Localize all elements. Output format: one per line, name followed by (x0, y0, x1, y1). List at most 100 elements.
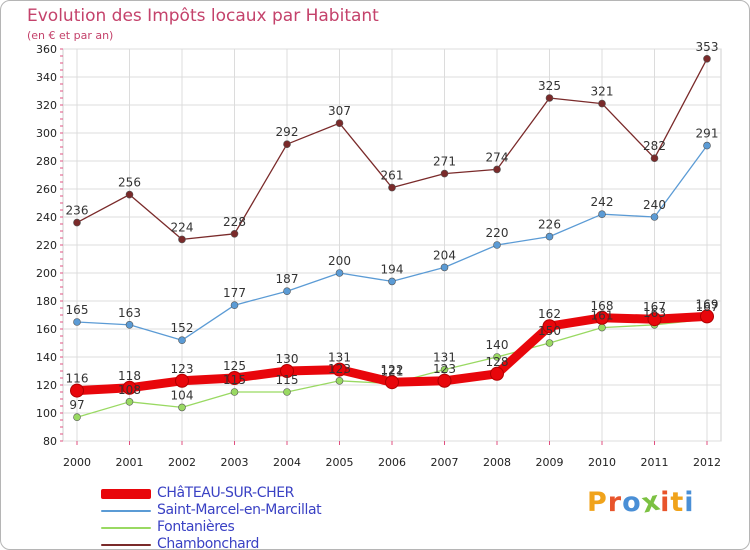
axis-layer: 80 100 120 140 160 180 200 220 240 260 280 300 320 34… (36, 43, 721, 469)
data-label: 228 (223, 215, 246, 229)
x-tick-label: 2008 (483, 456, 511, 469)
data-label: 256 (118, 176, 141, 190)
data-label: 226 (538, 218, 561, 232)
data-point (388, 277, 396, 286)
data-point (385, 375, 399, 390)
data-label: 130 (276, 352, 299, 366)
legend-swatch (101, 488, 151, 499)
data-label: 242 (591, 195, 614, 209)
data-label: 204 (433, 248, 456, 262)
data-label: 118 (118, 369, 141, 383)
data-label: 163 (118, 306, 141, 320)
data-label: 123 (171, 362, 194, 376)
data-label: 165 (66, 303, 89, 317)
x-tick-label: 2002 (168, 456, 196, 469)
data-point (493, 353, 501, 361)
data-point (73, 413, 81, 422)
data-point (647, 312, 662, 327)
data-point (335, 119, 344, 127)
data-point (700, 309, 714, 324)
data-label: 325 (538, 79, 561, 93)
data-point (283, 287, 291, 296)
data-label: 220 (486, 226, 509, 240)
data-point (595, 310, 609, 325)
data-label: 97 (69, 398, 84, 412)
data-label: 282 (643, 139, 666, 153)
legend-item: Saint-Marcel-en-Marcillat (101, 502, 322, 519)
y-tick-label: 240 (36, 211, 57, 224)
data-label: 131 (433, 351, 456, 365)
legend-item: Chambonchard (101, 536, 321, 549)
y-tick-label: 160 (36, 323, 57, 336)
data-label: 104 (171, 388, 194, 402)
data-point (227, 371, 242, 385)
y-tick-label: 320 (36, 99, 57, 112)
legend-swatch (101, 526, 151, 529)
x-tick-label: 2006 (378, 456, 406, 469)
y-tick-label: 140 (36, 351, 57, 364)
data-point (650, 213, 659, 221)
data-label: 167 (643, 300, 666, 314)
y-tick-label: 100 (36, 407, 57, 420)
data-point (703, 54, 711, 63)
data-label: 321 (591, 85, 614, 99)
x-tick-label: 2004 (273, 456, 301, 469)
data-label: 162 (538, 307, 561, 321)
data-point (493, 165, 501, 174)
data-label: 236 (66, 204, 89, 218)
data-point (490, 366, 504, 381)
x-tick-label: 2009 (536, 456, 564, 469)
data-point (280, 364, 294, 378)
data-label: 108 (118, 383, 141, 397)
data-label: 161 (591, 309, 614, 323)
data-label: 152 (171, 321, 194, 335)
data-point (335, 376, 344, 385)
data-label: 292 (276, 125, 299, 139)
data-point (125, 320, 134, 329)
data-point (178, 403, 186, 412)
y-tick-label: 180 (36, 295, 57, 308)
data-point (283, 140, 291, 148)
legend: CHâTEAU-SUR-CHER Saint-Marcel-en-Marcilla… (101, 485, 322, 549)
legend-label: Saint-Marcel-en-Marcillat (157, 502, 322, 518)
data-point (545, 339, 554, 347)
data-point (440, 263, 449, 272)
legend-label: Fontanières (157, 519, 235, 535)
data-point (332, 362, 347, 377)
data-label: 271 (433, 155, 456, 169)
legend-label: CHâTEAU-SUR-CHER (157, 485, 294, 501)
data-point (125, 190, 134, 199)
data-label: 125 (223, 359, 246, 373)
y-tick-label: 340 (36, 71, 57, 84)
legend-item: Fontanières (101, 519, 321, 536)
legend-swatch (101, 509, 151, 512)
y-tick-label: 360 (36, 43, 57, 56)
y-tick-label: 300 (36, 127, 57, 140)
y-tick-label: 120 (36, 379, 57, 392)
data-point (125, 397, 134, 406)
data-point (175, 373, 189, 388)
data-point (122, 380, 137, 395)
data-label: 128 (486, 355, 509, 369)
data-point (440, 169, 449, 178)
proxiti-logo: Proxiti (587, 485, 695, 520)
data-label: 140 (486, 338, 509, 352)
data-point (545, 232, 554, 241)
data-label: 307 (328, 104, 351, 118)
data-point (230, 301, 239, 310)
data-point (70, 383, 84, 398)
data-label: 261 (381, 169, 404, 183)
data-point (545, 94, 554, 102)
data-label: 168 (591, 299, 614, 313)
data-label: 187 (276, 272, 299, 286)
x-tick-label: 2010 (588, 456, 616, 469)
data-point (73, 318, 81, 326)
y-tick-label: 260 (36, 183, 57, 196)
x-tick-label: 2000 (63, 456, 91, 469)
y-tick-label: 220 (36, 239, 57, 252)
data-label: 121 (381, 365, 404, 379)
data-label: 131 (328, 351, 351, 365)
data-point (230, 230, 239, 238)
